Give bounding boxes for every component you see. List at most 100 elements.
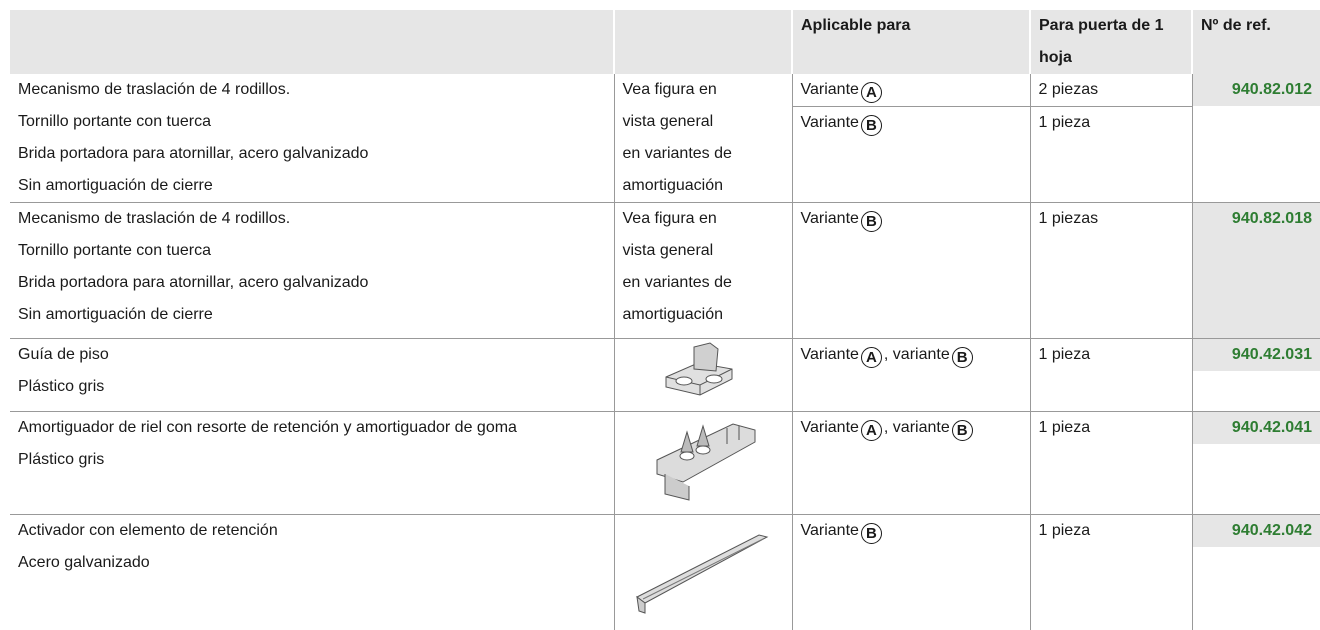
figure-cell: [614, 412, 792, 515]
quantity: 1 piezas: [1039, 210, 1099, 227]
part-image: [623, 515, 784, 627]
figure-line: Vea figura en: [623, 74, 784, 106]
description-cell: Mecanismo de traslación de 4 rodillos.To…: [10, 203, 614, 339]
quantity-cell: 1 pieza: [1030, 412, 1192, 515]
ref-cell: 940.42.042: [1192, 515, 1320, 630]
variant-badge: B: [861, 523, 882, 544]
description-line: Plástico gris: [18, 371, 606, 403]
description-line: Sin amortiguación de cierre: [18, 299, 606, 331]
variant-text: Variante: [801, 81, 859, 98]
ref-number: 940.42.042: [1193, 515, 1320, 547]
quantity: 1 pieza: [1039, 522, 1091, 539]
description-line: Brida portadora para atornillar, acero g…: [18, 138, 606, 170]
table-row: Mecanismo de traslación de 4 rodillos.To…: [10, 203, 1320, 339]
ref-cell: 940.82.018: [1192, 203, 1320, 339]
figure-cell: [614, 515, 792, 630]
description-line: Activador con elemento de retención: [18, 515, 606, 547]
quantity-cell: 1 pieza: [1030, 515, 1192, 630]
figure-line: amortiguación: [623, 170, 784, 202]
part-image: [623, 412, 784, 514]
description-cell: Mecanismo de traslación de 4 rodillos.To…: [10, 74, 614, 203]
header-row: Aplicable para Para puerta de 1 hoja Nº …: [10, 10, 1320, 74]
quantity-cell: 1 pieza: [1030, 339, 1192, 412]
description-line: Acero galvanizado: [18, 547, 606, 579]
quantity: 2 piezas: [1039, 81, 1099, 98]
quantity-entry: 1 pieza: [1031, 412, 1192, 444]
ref-cell: 940.42.031: [1192, 339, 1320, 412]
variant-text: Variante: [801, 522, 859, 539]
table-row: Amortiguador de riel con resorte de rete…: [10, 412, 1320, 515]
variant-badge: A: [861, 347, 882, 368]
part-image: [623, 339, 784, 411]
description-line: Mecanismo de traslación de 4 rodillos.: [18, 74, 606, 106]
ref-number: 940.42.041: [1193, 412, 1320, 444]
description-line: Brida portadora para atornillar, acero g…: [18, 267, 606, 299]
parts-table: Aplicable para Para puerta de 1 hoja Nº …: [10, 10, 1320, 630]
header-cell: [614, 10, 792, 74]
quantity-entry: 1 piezas: [1031, 203, 1192, 235]
variant-badge: B: [952, 420, 973, 441]
description-line: Sin amortiguación de cierre: [18, 170, 606, 202]
quantity-entry: 2 piezas: [1031, 74, 1192, 107]
variant-text: , variante: [884, 419, 950, 436]
part-image-svg: [643, 412, 763, 502]
table-row: Mecanismo de traslación de 4 rodillos.To…: [10, 74, 1320, 203]
quantity: 1 pieza: [1039, 346, 1091, 363]
description-line: Tornillo portante con tuerca: [18, 235, 606, 267]
ref-cell: 940.82.012: [1192, 74, 1320, 203]
header-cell: Aplicable para: [792, 10, 1030, 74]
figure-line: en variantes de: [623, 138, 784, 170]
description-line: Guía de piso: [18, 339, 606, 371]
header-cell: Nº de ref.: [1192, 10, 1320, 74]
description-line: Tornillo portante con tuerca: [18, 106, 606, 138]
header-cell: [10, 10, 614, 74]
quantity: 1 pieza: [1039, 114, 1091, 131]
header-cell: Para puerta de 1 hoja: [1030, 10, 1192, 74]
variant-badge: B: [861, 115, 882, 136]
part-image-svg: [633, 515, 773, 615]
figure-line: vista general: [623, 106, 784, 138]
variant-text: Variante: [801, 210, 859, 227]
quantity-cell: 1 piezas: [1030, 203, 1192, 339]
table-body: Mecanismo de traslación de 4 rodillos.To…: [10, 74, 1320, 630]
description-line: Plástico gris: [18, 444, 606, 476]
quantity-entry: 1 pieza: [1031, 107, 1192, 139]
quantity-entry: 1 pieza: [1031, 339, 1192, 371]
figure-line: en variantes de: [623, 267, 784, 299]
ref-number: 940.82.018: [1193, 203, 1320, 235]
part-image-svg: [658, 339, 748, 399]
figure-line: Vea figura en: [623, 203, 784, 235]
variant-text: , variante: [884, 346, 950, 363]
ref-cell: 940.42.041: [1192, 412, 1320, 515]
variant-text: Variante: [801, 114, 859, 131]
figure-cell: [614, 339, 792, 412]
variant-badge: B: [952, 347, 973, 368]
variant-badge: A: [861, 82, 882, 103]
ref-number: 940.82.012: [1193, 74, 1320, 106]
variant-badge: A: [861, 420, 882, 441]
variant-text: Variante: [801, 419, 859, 436]
ref-number: 940.42.031: [1193, 339, 1320, 371]
description-cell: Amortiguador de riel con resorte de rete…: [10, 412, 614, 515]
figure-line: amortiguación: [623, 299, 784, 331]
description-line: Amortiguador de riel con resorte de rete…: [18, 412, 606, 444]
description-line: Mecanismo de traslación de 4 rodillos.: [18, 203, 606, 235]
